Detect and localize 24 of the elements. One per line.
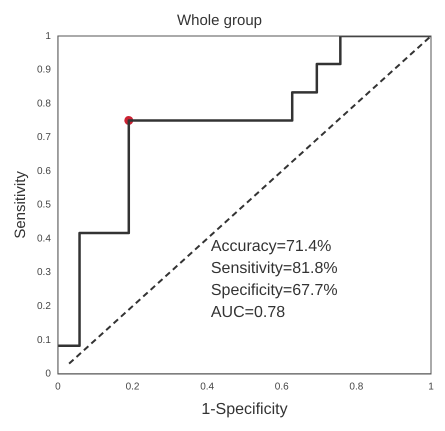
y-tick-label: 0.6: [36, 166, 52, 177]
x-tick-label: 0.2: [126, 382, 140, 393]
y-tick-label: 0.4: [36, 233, 52, 244]
y-tick-label: 0.9: [36, 64, 52, 76]
y-tick-label: 0.2: [36, 300, 52, 312]
y-tick-label: 0.8: [36, 98, 52, 110]
y-tick-label: 0.5: [36, 200, 52, 211]
x-tick-label: 0.6: [274, 382, 290, 393]
x-tick-label: 0.4: [200, 382, 215, 393]
y-tick-label: 1: [45, 30, 52, 42]
annotation: Sensitivity=81.8%: [210, 260, 338, 278]
y-tick-label: 0.7: [36, 132, 52, 144]
annotation: AUC=0.78: [210, 304, 286, 322]
x-tick-label: 1: [428, 382, 434, 393]
annotation: Accuracy=71.4%: [210, 238, 332, 256]
x-tick-label: 0.8: [349, 382, 364, 393]
x-tick-label: 0: [55, 382, 62, 393]
y-tick-label: 0: [45, 368, 52, 380]
x-axis-title: 1-Specificity: [201, 400, 288, 418]
annotation: Specificity=67.7%: [210, 282, 338, 300]
y-axis-title: Sensitivity: [12, 170, 30, 239]
y-tick-label: 0.1: [36, 334, 52, 346]
y-tick-label: 0.3: [36, 267, 52, 278]
chart-title: Whole group: [176, 12, 262, 30]
